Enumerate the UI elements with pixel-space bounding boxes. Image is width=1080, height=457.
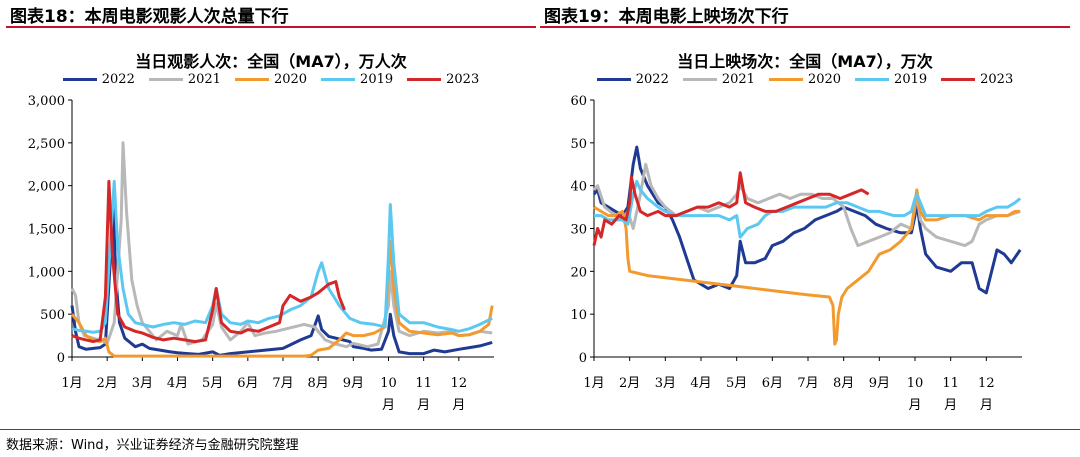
legend-label: 2021 (721, 72, 755, 87)
legend-item-2022: 2022 (596, 72, 669, 87)
x-tick-label: 12 月 (451, 376, 468, 413)
y-tick-label: 2,500 (28, 137, 65, 152)
y-tick-label: 1,500 (28, 223, 65, 238)
line-chart: 0 10 20 30 40 50 60 1月 2月 3月 4月 5月 6月 7月 8月 9月 10 月 11 月 12 月 (570, 94, 1022, 413)
legend-label: 2023 (980, 72, 1014, 87)
legend-item-2019: 2019 (321, 72, 393, 87)
series-line-2023 (592, 171, 870, 246)
legend-label: 2019 (894, 72, 928, 87)
legend-label: 2022 (635, 72, 669, 87)
x-tick-label: 7月 (797, 376, 818, 391)
x-tick-label: 2月 (97, 376, 118, 391)
y-tick-label: 3,000 (28, 94, 65, 109)
legend-swatch (321, 78, 356, 81)
legend-swatch (407, 78, 442, 81)
legend-item-2021: 2021 (148, 72, 221, 87)
y-tick-label: 2,000 (28, 180, 65, 195)
footer-rule (0, 429, 1080, 430)
y-tick-label: 30 (570, 223, 587, 238)
y-tick-label: 0 (579, 351, 587, 366)
x-tick-label: 11 月 (415, 376, 432, 413)
legend-item-2021: 2021 (682, 72, 755, 87)
legend-item-2023: 2023 (407, 72, 479, 87)
series-line-2023 (71, 179, 346, 344)
legend-swatch (941, 78, 976, 81)
legend-label: 2020 (807, 72, 842, 87)
series-line-2019 (71, 179, 493, 334)
legend-item-2020: 2020 (234, 72, 308, 87)
legend-swatch (234, 78, 269, 81)
y-tick-label: 0 (57, 351, 65, 366)
x-tick-label: 4月 (167, 376, 188, 391)
legend-item-2019: 2019 (855, 72, 927, 87)
x-tick-label: 12 月 (978, 376, 995, 413)
y-tick-label: 60 (570, 94, 587, 109)
legend-swatch (148, 78, 183, 81)
title-rule (540, 26, 1070, 28)
legend-swatch (62, 78, 97, 81)
legend-label: 2019 (360, 72, 394, 87)
y-tick-label: 50 (570, 137, 587, 152)
title-rule (6, 26, 536, 28)
y-tick-label: 10 (570, 308, 587, 323)
series-line-2021 (592, 162, 1021, 248)
legend: 2022 2021 2020 2019 2023 (540, 72, 1070, 87)
x-tick-label: 11 月 (942, 376, 959, 413)
line-chart: 0 500 1,000 1,500 2,000 2,500 3,000 1月 2月 3月 4月 5月 6… (28, 94, 494, 413)
chart-title: 当日上映场次：全国（MA7），万次 (677, 52, 933, 71)
x-tick-label: 7月 (272, 376, 293, 391)
x-tick-label: 9月 (343, 376, 364, 391)
series-line-2019 (594, 179, 1022, 239)
source-note: 数据来源：Wind，兴业证券经济与金融研究院整理 (6, 438, 299, 453)
legend-label: 2023 (446, 72, 480, 87)
chart-title: 当日观影人次：全国（MA7），万人次 (135, 52, 407, 71)
legend-swatch (682, 78, 717, 81)
legend-swatch (596, 78, 631, 81)
x-tick-label: 10 月 (380, 376, 397, 413)
x-tick-label: 8月 (308, 376, 329, 391)
legend-swatch (768, 78, 803, 81)
y-tick-label: 20 (570, 265, 587, 280)
y-tick-label: 40 (570, 180, 587, 195)
x-tick-label: 4月 (690, 376, 711, 391)
series-line-2022 (592, 145, 1022, 295)
x-tick-label: 6月 (762, 376, 783, 391)
x-tick-label: 2月 (619, 376, 640, 391)
legend-swatch (855, 78, 890, 81)
x-tick-label: 10 月 (907, 376, 924, 413)
figure-18-panel: 图表18：本周电影观影人次总量下行 当日观影人次：全国（MA7），万人次 202… (6, 0, 536, 425)
x-tick-label: 5月 (202, 376, 223, 391)
legend-item-2020: 2020 (768, 72, 842, 87)
x-tick-label: 8月 (833, 376, 854, 391)
series-line-2021 (70, 141, 493, 349)
legend-item-2023: 2023 (941, 72, 1013, 87)
x-tick-label: 6月 (237, 376, 258, 391)
y-tick-label: 1,000 (28, 265, 65, 280)
legend-label: 2021 (187, 72, 221, 87)
x-tick-label: 1月 (61, 376, 82, 391)
series-line-2020 (70, 239, 494, 358)
figure-19-panel: 图表19：本周电影上映场次下行 当日上映场次：全国（MA7），万次 2022 20… (540, 0, 1070, 425)
legend-label: 2022 (101, 72, 135, 87)
x-tick-label: 1月 (583, 376, 604, 391)
figure-title: 图表18：本周电影观影人次总量下行 (10, 7, 289, 27)
y-tick-label: 500 (40, 308, 65, 323)
x-tick-label: 5月 (726, 376, 747, 391)
x-tick-label: 3月 (132, 376, 153, 391)
legend-label: 2020 (273, 72, 308, 87)
legend-item-2022: 2022 (62, 72, 135, 87)
legend: 2022 2021 2020 2019 2023 (6, 72, 536, 87)
figure-title: 图表19：本周电影上映场次下行 (544, 7, 789, 27)
x-tick-label: 9月 (869, 376, 890, 391)
x-tick-label: 3月 (655, 376, 676, 391)
